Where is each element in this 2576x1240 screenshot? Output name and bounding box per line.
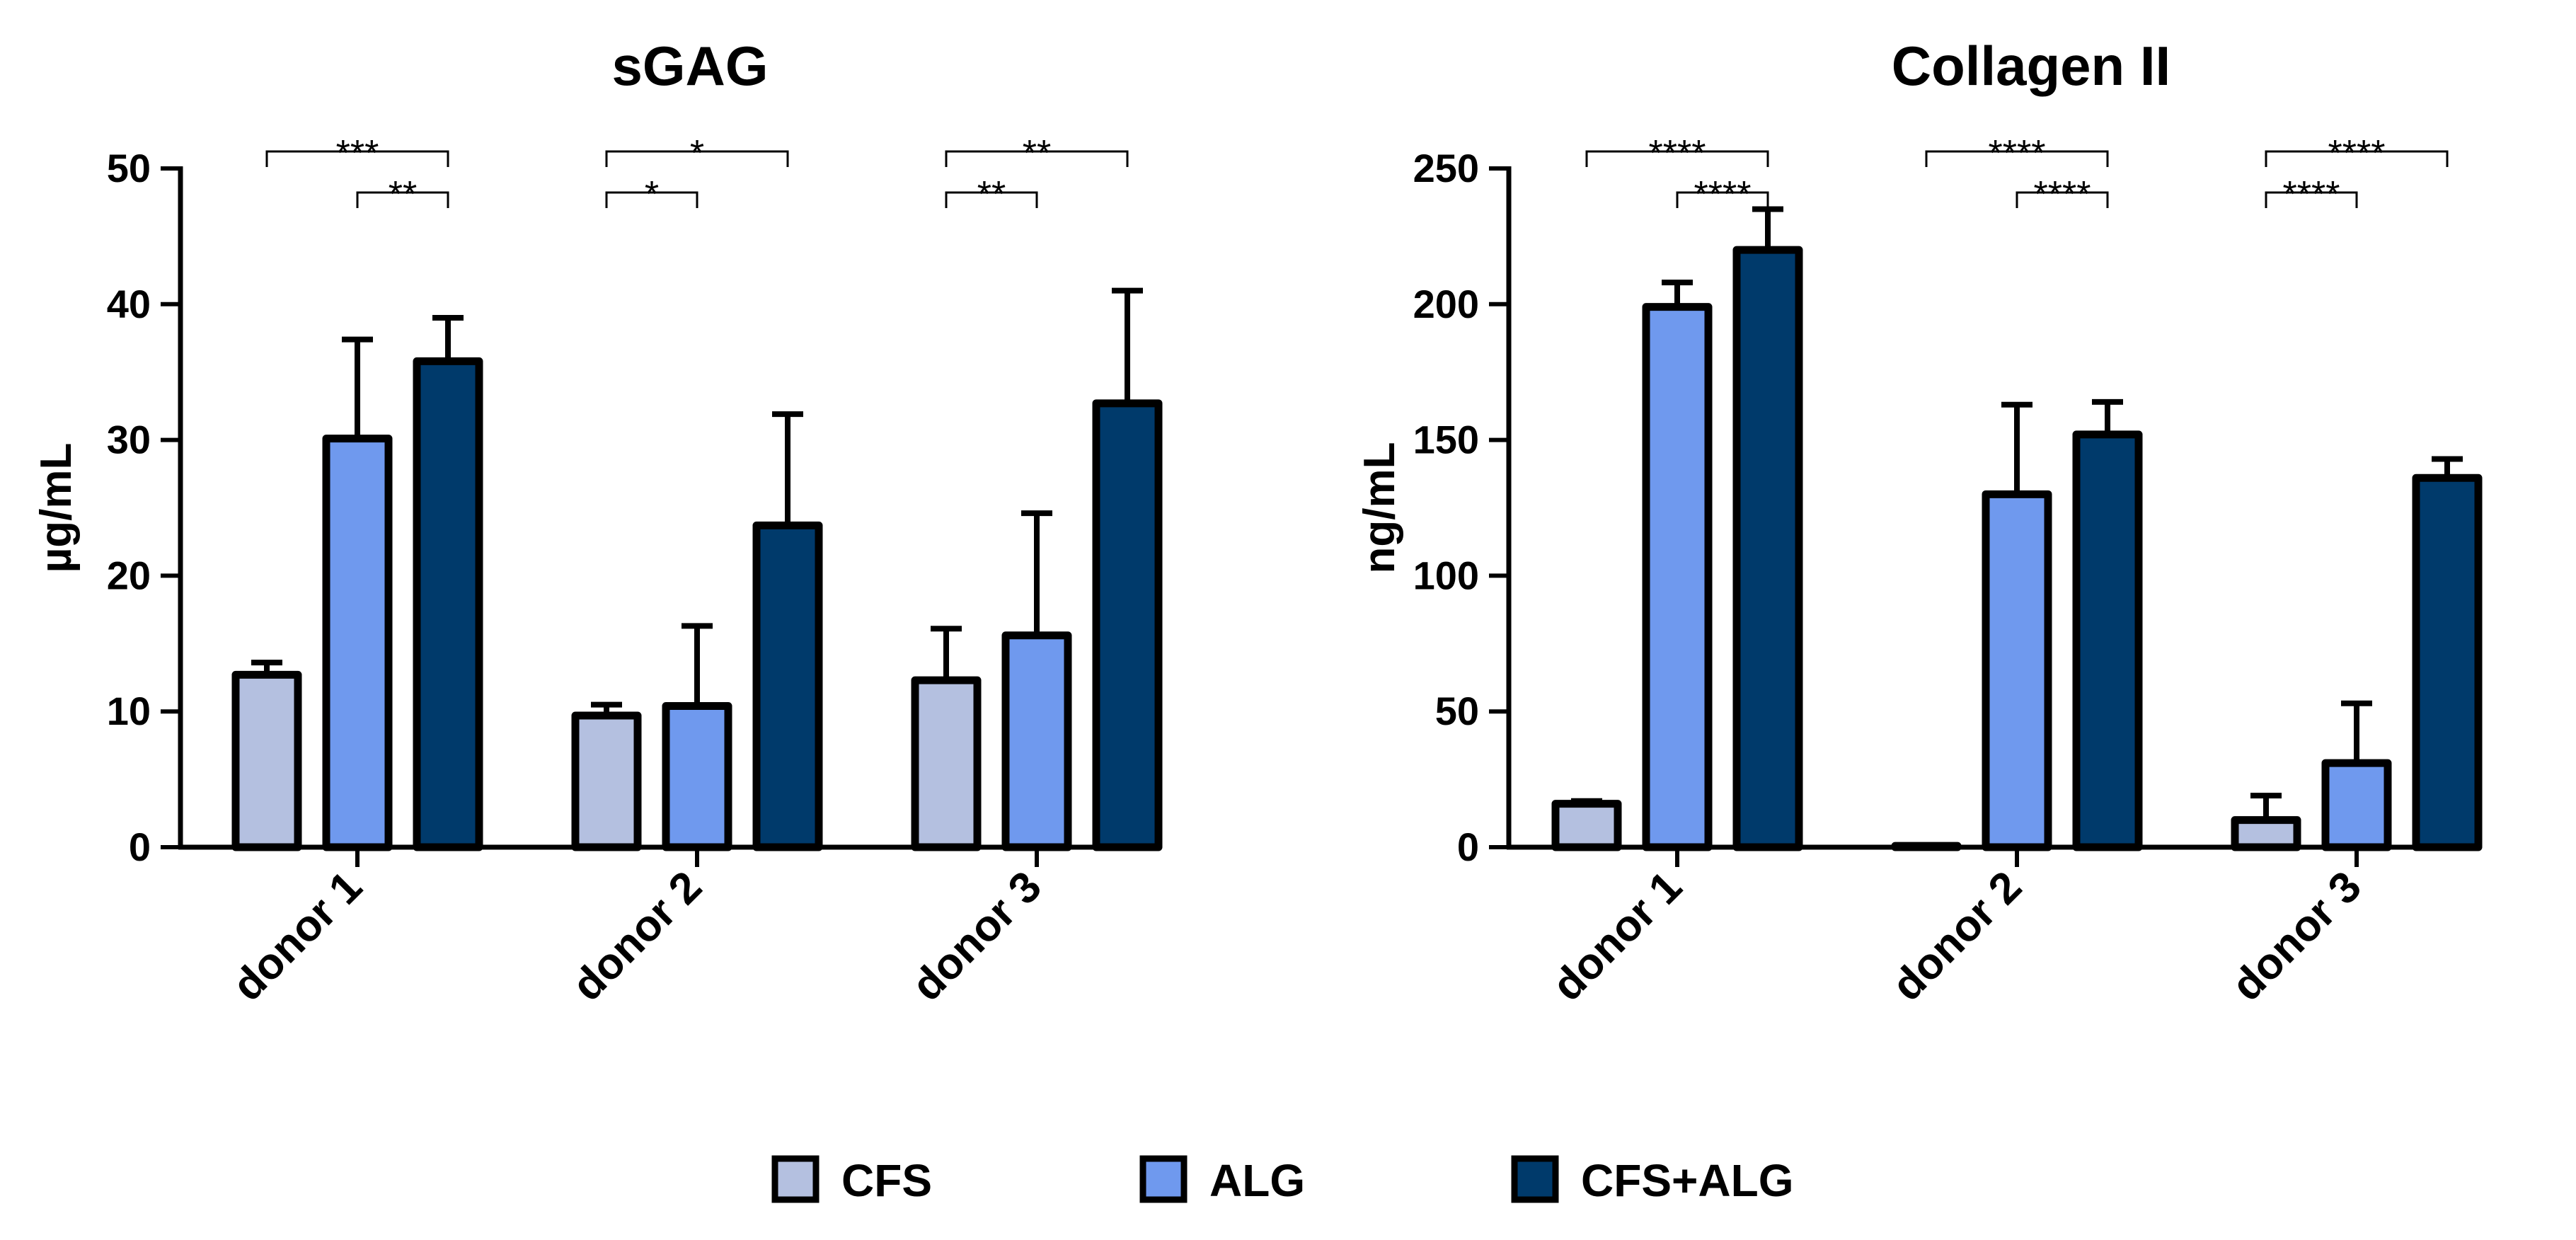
bar-cfs-donor-1 (1551, 800, 1622, 851)
y-tick-label: 40 (107, 282, 151, 326)
x-tick-label: donor 1 (1543, 862, 1691, 1011)
chart-sgag: sGAG µg/mL 0 10 20 30 40 50 donor 1 donor 2 donor … (32, 35, 1163, 1011)
bar-alg-donor-2 (1982, 490, 2052, 851)
y-axis-label: µg/mL (32, 443, 81, 573)
y-tick-label: 30 (107, 418, 151, 462)
y-tick-label: 20 (107, 553, 151, 597)
legend-swatch-cfs (771, 1155, 820, 1203)
significance-label: *** (336, 133, 379, 174)
bar-cfs-donor-1 (231, 670, 302, 851)
y-tick-label: 0 (1457, 825, 1479, 869)
y-tick-label: 10 (107, 689, 151, 733)
bar-alg-donor-1 (322, 435, 393, 851)
legend-label-cfs-alg: CFS+ALG (1581, 1155, 1793, 1206)
bar-alg-donor-3 (2321, 759, 2392, 851)
bar-alg-donor-2 (662, 702, 732, 851)
legend-swatch-alg (1139, 1155, 1188, 1203)
chart-title: sGAG (611, 35, 768, 97)
significance-bracket (605, 191, 698, 208)
x-tick-label: donor 2 (563, 862, 711, 1011)
significance-bracket (1585, 150, 1769, 167)
significance-label: **** (2034, 174, 2091, 215)
significance-label: ** (1023, 133, 1051, 174)
significance-label: **** (1694, 174, 1752, 215)
significance-bracket (1676, 191, 1769, 208)
significance-label: **** (2328, 133, 2386, 174)
significance-bracket (2016, 191, 2109, 208)
significance-bracket (605, 150, 789, 167)
x-tick-label: donor 2 (1882, 862, 2031, 1011)
bar-cfs-alg-donor-3 (2412, 473, 2483, 851)
bar-cfs-alg-donor-3 (1092, 399, 1163, 851)
significance-bracket (2265, 150, 2449, 167)
legend-label-alg: ALG (1209, 1155, 1305, 1206)
bar-alg-donor-3 (1001, 631, 1072, 851)
y-tick-label: 0 (129, 825, 151, 869)
x-tick-label: donor 3 (902, 862, 1051, 1011)
significance-label: **** (1649, 133, 1706, 174)
legend-swatch-cfs-alg (1511, 1155, 1559, 1203)
bar-cfs-alg-donor-2 (752, 521, 823, 851)
significance-label: ** (977, 174, 1006, 215)
significance-bracket (356, 191, 449, 208)
significance-label: * (690, 133, 704, 174)
bar-cfs-donor-3 (911, 676, 982, 851)
bar-alg-donor-1 (1642, 303, 1713, 851)
x-tick-label: donor 1 (223, 862, 372, 1011)
significance-bracket (265, 150, 449, 167)
significance-label: **** (1989, 133, 2046, 174)
y-tick-label: 250 (1413, 146, 1479, 190)
significance-bracket (945, 150, 1129, 167)
bar-cfs-donor-2 (571, 711, 642, 851)
y-tick-label: 200 (1413, 282, 1479, 326)
bar-cfs-alg-donor-1 (413, 357, 483, 851)
significance-label: ** (389, 174, 417, 215)
legend: CFS ALG CFS+ALG (771, 1155, 1793, 1206)
legend-label-cfs: CFS (841, 1155, 932, 1206)
chart-collagen-ii: Collagen II ng/mL 0 50 100 150 200 250 donor 1 do… (1355, 35, 2483, 1011)
significance-bracket (945, 191, 1038, 208)
bar-cfs-alg-donor-1 (1732, 246, 1803, 851)
y-axis-label: ng/mL (1355, 442, 1404, 574)
y-tick-label: 50 (1435, 689, 1479, 733)
y-tick-label: 50 (107, 146, 151, 190)
significance-bracket (1925, 150, 2109, 167)
bar-cfs-donor-2 (1891, 842, 1962, 851)
significance-label: * (645, 174, 659, 215)
significance-label: **** (2283, 174, 2340, 215)
x-tick-label: donor 3 (2222, 862, 2371, 1011)
bar-cfs-donor-3 (2231, 816, 2301, 851)
bar-cfs-alg-donor-2 (2072, 430, 2143, 851)
y-tick-label: 100 (1413, 553, 1479, 597)
chart-title: Collagen II (1892, 35, 2170, 97)
significance-bracket (2265, 191, 2358, 208)
y-tick-label: 150 (1413, 418, 1479, 462)
